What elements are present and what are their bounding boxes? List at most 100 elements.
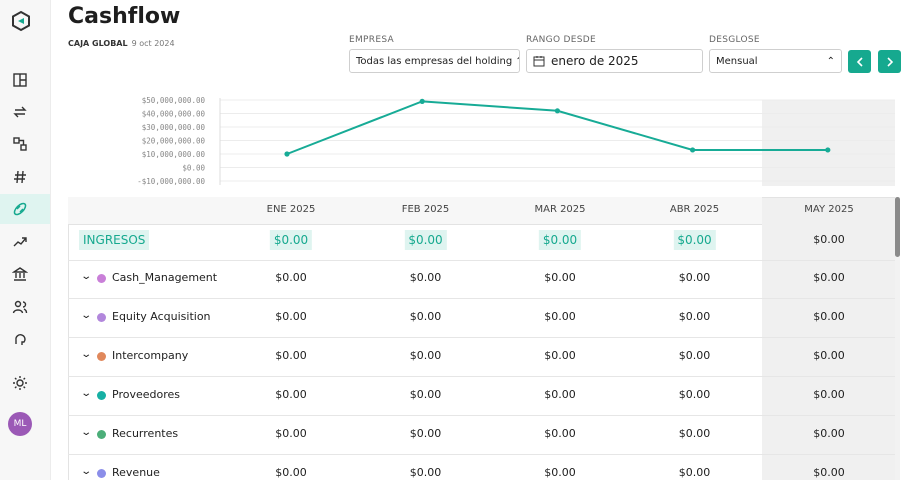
expand-chevron[interactable]: ⌄ xyxy=(80,466,93,477)
scrollbar[interactable] xyxy=(895,197,900,480)
cell-value: $0.00 xyxy=(275,466,307,479)
filter-label: EMPRESA xyxy=(349,35,394,45)
nav-users[interactable] xyxy=(12,299,28,315)
table-row[interactable] xyxy=(68,299,895,338)
y-tick-label: $40,000,000.00 xyxy=(142,110,206,119)
theme-toggle[interactable] xyxy=(12,375,28,391)
column-header: MAY 2025 xyxy=(804,204,854,215)
point xyxy=(284,151,290,157)
cell-value: $0.00 xyxy=(813,466,845,479)
next-icon xyxy=(886,56,893,67)
nav-help[interactable] xyxy=(12,331,28,347)
cell-value: $0.00 xyxy=(544,310,576,323)
table-row[interactable] xyxy=(68,338,895,377)
expand-chevron[interactable]: ⌄ xyxy=(80,310,93,321)
date-value: enero de 2025 xyxy=(551,54,639,68)
section-row xyxy=(68,224,895,261)
cell-value: $0.00 xyxy=(409,388,442,401)
cell-value: $0.00 xyxy=(544,427,576,440)
section-label: INGRESOS xyxy=(79,230,150,250)
y-tick-label: $50,000,000.00 xyxy=(142,96,206,105)
cell-value: $0.00 xyxy=(813,271,845,284)
select-value: Todas las empresas del holding xyxy=(356,55,513,67)
y-tick-label: $0.00 xyxy=(182,164,205,173)
avatar[interactable]: ML xyxy=(8,412,32,436)
y-tick-label: $30,000,000.00 xyxy=(142,123,206,132)
expand-chevron[interactable]: ⌄ xyxy=(80,349,93,360)
cell-value: $0.00 xyxy=(813,349,845,362)
subtitle-label: CAJA GLOBAL xyxy=(68,39,128,48)
cell-value: $0.00 xyxy=(275,349,307,362)
date-picker[interactable]: enero de 2025 xyxy=(526,49,703,73)
section-value-text: $0.00 xyxy=(813,233,845,246)
filter-label: RANGO DESDE xyxy=(526,35,596,45)
point xyxy=(690,147,696,153)
nav-transfers[interactable] xyxy=(12,104,28,120)
table-row[interactable] xyxy=(68,416,895,455)
category-name: Revenue xyxy=(112,466,160,479)
category-dot xyxy=(97,430,106,439)
nav-trends[interactable] xyxy=(12,234,28,250)
point xyxy=(554,108,561,114)
nav-structure[interactable] xyxy=(12,136,28,152)
nav-hash[interactable] xyxy=(12,169,28,185)
nav-cashflow[interactable] xyxy=(12,201,28,217)
table-row[interactable] xyxy=(68,377,895,416)
category-dot xyxy=(97,274,106,283)
cell-value: $0.00 xyxy=(409,349,442,362)
cell-value: $0.00 xyxy=(678,388,711,401)
category-dot xyxy=(97,391,106,400)
cell-value: $0.00 xyxy=(409,466,442,479)
next-button[interactable] xyxy=(878,50,901,73)
prev-icon xyxy=(856,56,863,67)
select-arrow: ⌃ xyxy=(512,56,519,67)
table-header xyxy=(68,197,762,225)
column-header: FEB 2025 xyxy=(401,204,450,215)
section-value-text: $0.00 xyxy=(269,230,313,250)
category-dot xyxy=(97,313,106,322)
table-row[interactable] xyxy=(68,260,895,299)
cell-value: $0.00 xyxy=(678,271,711,284)
expand-chevron[interactable]: ⌄ xyxy=(80,271,93,282)
cell-value: $0.00 xyxy=(544,466,576,479)
calendar-icon xyxy=(533,56,545,67)
section-value-text: $0.00 xyxy=(673,230,716,250)
filter-label: DESGLOSE xyxy=(709,35,760,45)
expand-chevron[interactable]: ⌄ xyxy=(80,388,93,399)
cell-value: $0.00 xyxy=(813,310,845,323)
breakdown-select[interactable]: Mensual ⌃ xyxy=(709,49,842,73)
cell-value: $0.00 xyxy=(409,310,442,323)
category-name: Equity Acquisition xyxy=(112,310,211,323)
prev-button[interactable] xyxy=(848,50,871,73)
cell-value: $0.00 xyxy=(275,271,307,284)
cell-value: $0.00 xyxy=(678,427,711,440)
column-header: ENE 2025 xyxy=(266,204,316,215)
category-name: Recurrentes xyxy=(112,427,179,440)
category-name: Intercompany xyxy=(112,349,189,362)
point xyxy=(825,147,831,153)
subtitle: CAJA GLOBAL 9 oct 2024 xyxy=(68,39,175,48)
cell-value: $0.00 xyxy=(275,427,307,440)
cell-value: $0.00 xyxy=(678,466,711,479)
cell-value: $0.00 xyxy=(275,310,307,323)
scroll-thumb[interactable] xyxy=(895,197,900,257)
cell-value: $0.00 xyxy=(813,388,845,401)
category-dot xyxy=(97,469,106,478)
company-select[interactable]: Todas las empresas del holding⌃ xyxy=(349,49,520,73)
nav-dashboard[interactable] xyxy=(12,72,28,88)
category-name: Proveedores xyxy=(112,388,180,401)
page-title: Cashflow xyxy=(68,4,181,29)
select-value: Mensual xyxy=(716,55,758,67)
section-value-text: $0.00 xyxy=(404,230,447,250)
subtitle-date: 9 oct 2024 xyxy=(131,39,175,48)
expand-chevron[interactable]: ⌄ xyxy=(80,427,93,438)
y-tick-label: -$10,000,000.00 xyxy=(137,177,205,186)
logo xyxy=(12,10,30,32)
y-tick-label: $20,000,000.00 xyxy=(142,137,206,146)
section-value-text: $0.00 xyxy=(538,230,582,250)
nav-bank[interactable] xyxy=(12,266,28,282)
highlight-column xyxy=(762,197,895,480)
cell-value: $0.00 xyxy=(544,349,576,362)
